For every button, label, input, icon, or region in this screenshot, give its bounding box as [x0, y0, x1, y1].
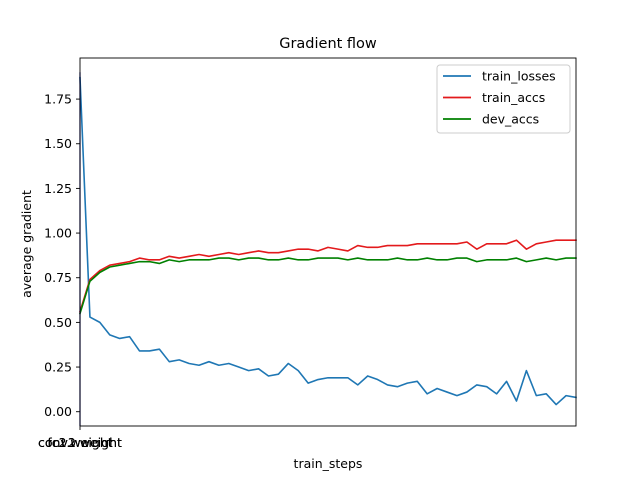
legend-label-dev-accs: dev_accs	[482, 112, 539, 127]
x-tick-label: conv1.weight	[38, 435, 122, 450]
y-axis-label: average gradient	[19, 190, 34, 298]
legend-label-train-accs: train_accs	[482, 90, 545, 105]
plot-area: 0.00 0.25 0.50 0.75 1.00 1.25 1.50 1.75 conv1.we…	[38, 57, 577, 450]
x-tick-label: fc2.weight	[47, 435, 112, 450]
y-tick-label: 1.25	[44, 181, 72, 196]
axes-frame	[79, 57, 577, 427]
y-tick-label: 0.75	[44, 270, 72, 285]
legend-label-train-losses: train_losses	[482, 69, 556, 84]
chart-title: Gradient flow	[279, 36, 377, 52]
legend-box	[436, 64, 571, 134]
y-tick-label: 0.00	[44, 404, 72, 419]
y-tick-label: 1.75	[44, 92, 72, 107]
x-tick-label: conv2.weight	[38, 435, 122, 450]
legend: train_losses train_accs dev_accs	[436, 64, 571, 134]
x-tick-label: fc1.weight	[47, 435, 112, 450]
series-line-train-losses	[79, 76, 577, 406]
x-axis-label: train_steps	[294, 456, 363, 471]
y-tick-label: 1.00	[44, 226, 72, 241]
y-tick-label: 0.25	[44, 360, 72, 375]
y-tick-label: 0.50	[44, 315, 72, 330]
y-tick-label: 1.50	[44, 136, 72, 151]
series-line-dev-accs	[78, 257, 577, 315]
series-line-train-accs	[78, 239, 577, 313]
